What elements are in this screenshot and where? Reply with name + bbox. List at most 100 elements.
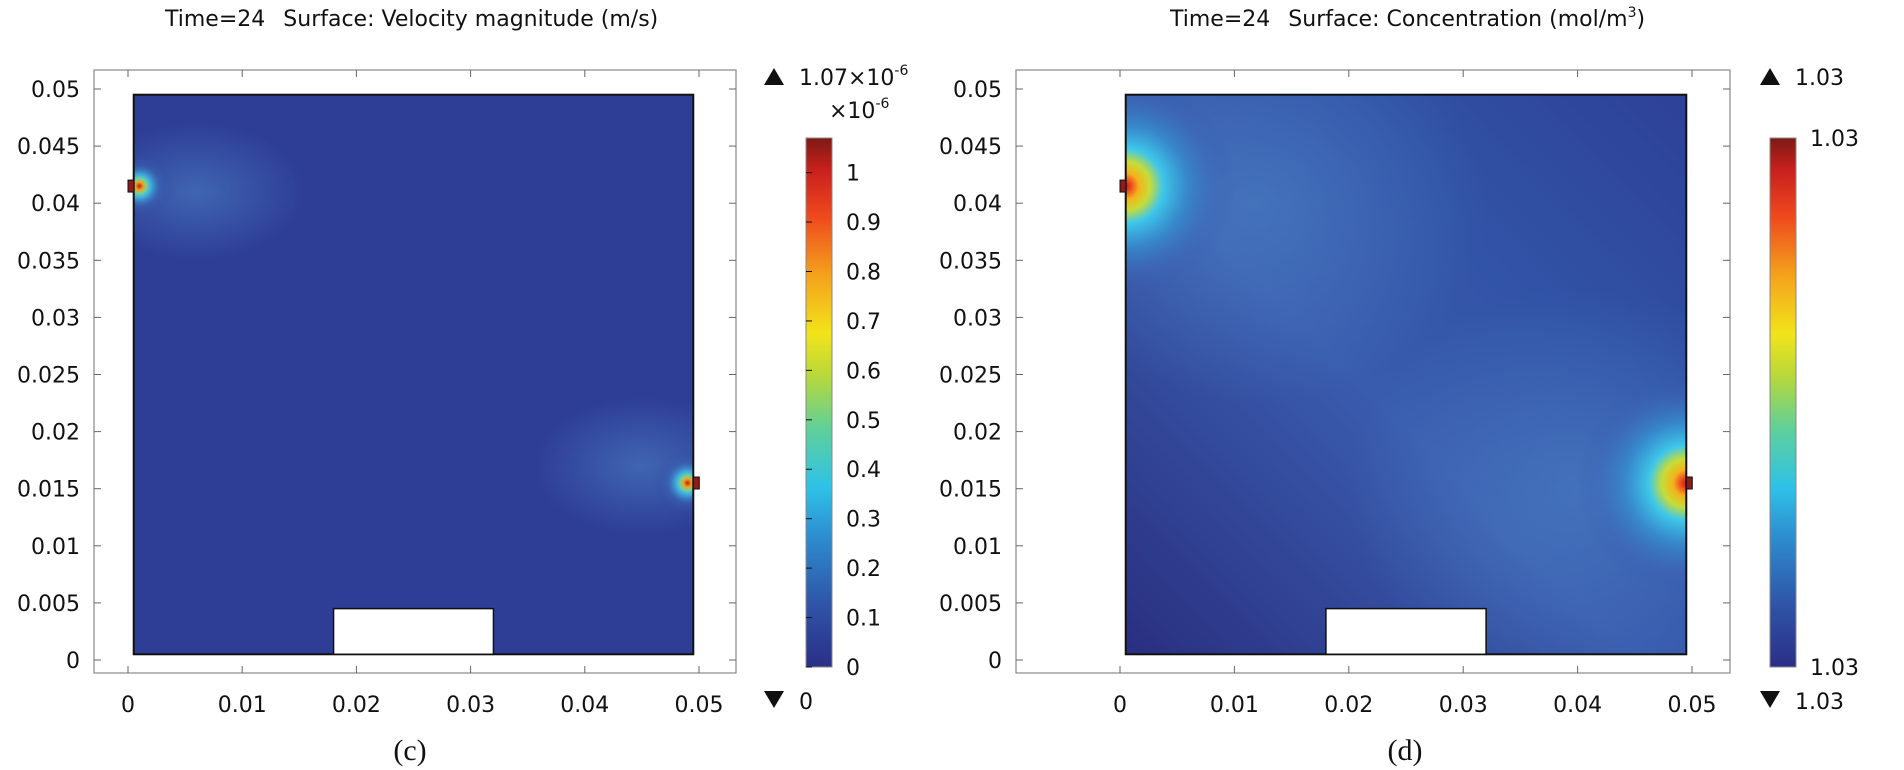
y-tick-label: 0.03 — [953, 306, 1002, 331]
flow-glow-inlet — [133, 121, 307, 262]
max-value: 1.07×10 — [799, 66, 894, 91]
hotspot-inlet — [133, 152, 174, 221]
panel-caption: (d) — [1388, 734, 1423, 767]
y-tick-label: 0.02 — [31, 421, 80, 446]
colorbar-gradient — [1769, 137, 1797, 668]
x-tick-label: 0.01 — [1210, 693, 1259, 718]
title-surface: Surface: Velocity magnitude (m/s) — [283, 7, 658, 32]
y-tick-label: 0.035 — [17, 249, 80, 274]
y-tick-label: 0.025 — [17, 364, 80, 389]
y-tick-label: 0.005 — [17, 592, 80, 617]
colorbar-max-label: 1.07×10-6 — [799, 63, 908, 91]
field — [133, 94, 694, 655]
x-tick-label: 0 — [121, 693, 135, 718]
max-triangle-icon — [764, 68, 784, 85]
panel-caption: (c) — [393, 734, 426, 767]
colorbar-min-label: 0 — [799, 690, 813, 715]
chart-title: Time=24 Surface: Concentration (mol/m3) — [1169, 5, 1645, 32]
hotspot-outlet — [653, 449, 694, 517]
x-tick-label: 0.05 — [1668, 693, 1717, 718]
title-surface: Surface: Concentration (mol/m — [1288, 7, 1627, 32]
colorbar-tick-label: 0.9 — [846, 211, 881, 236]
x-tick-label: 0.03 — [446, 693, 495, 718]
concentration-glow-inlet — [1125, 94, 1488, 404]
colorbar: 1.07×10-60×10-600.10.20.30.40.50.60.70.8… — [764, 63, 908, 715]
chart-title: Time=24 Surface: Velocity magnitude (m/s) — [164, 7, 658, 32]
colorbar-tick-label: 0.2 — [846, 557, 881, 582]
colorbar-max-label: 1.03 — [1795, 66, 1844, 91]
y-tick-label: 0.05 — [31, 78, 80, 103]
axes-frame — [1015, 69, 1731, 674]
concentration-glow-outlet — [1347, 288, 1687, 655]
port-outlet — [692, 476, 700, 490]
y-axis: 0 0.005 0.01 0.015 0.02 0.025 0.03 0.035 0.04 0.0… — [17, 78, 736, 674]
scale-base: ×10 — [829, 99, 875, 124]
y-tick-label: 0.015 — [17, 478, 80, 503]
panel-velocity: Time=24 Surface: Velocity magnitude (m/s)… — [17, 7, 908, 767]
colorbar-tick-label: 0.6 — [846, 359, 881, 384]
x-tick-label: 0.02 — [332, 693, 381, 718]
x-tick-label: 0 — [1113, 693, 1127, 718]
colorbar-min-label: 1.03 — [1795, 690, 1844, 715]
obstacle — [332, 607, 495, 656]
hotspot-outlet — [1576, 373, 1687, 593]
colorbar-tick-label: 0.5 — [846, 409, 881, 434]
title-surface-tail: ) — [1636, 7, 1645, 32]
axes-frame — [93, 69, 737, 674]
title-time: Time=24 — [164, 7, 265, 32]
colorbar-tick-label: 0.7 — [846, 310, 881, 335]
y-tick-label: 0.025 — [939, 364, 1002, 389]
colorbar-tick-label: 0.8 — [846, 260, 881, 285]
y-tick-label: 0.015 — [939, 478, 1002, 503]
max-triangle-icon — [1760, 68, 1780, 85]
y-tick-label: 0.005 — [939, 592, 1002, 617]
x-tick-label: 0.04 — [560, 693, 609, 718]
min-triangle-icon — [764, 691, 784, 708]
y-tick-label: 0.05 — [953, 78, 1002, 103]
max-exponent: -6 — [894, 63, 908, 79]
y-tick-label: 0.045 — [17, 135, 80, 160]
y-tick-label: 0.01 — [31, 535, 80, 560]
x-tick-label: 0.05 — [675, 693, 724, 718]
y-axis: 0 0.005 0.01 0.015 0.02 0.025 0.03 0.035 0.04 0.0… — [939, 78, 1730, 674]
colorbar: 1.03 1.03 1.03 1.03 — [1760, 66, 1859, 715]
y-tick-label: 0.04 — [31, 192, 80, 217]
colorbar-tick-label-top: 1.03 — [1810, 127, 1859, 152]
y-tick-label: 0 — [66, 649, 80, 674]
panel-concentration: Time=24 Surface: Concentration (mol/m3)0 0… — [939, 5, 1859, 767]
max-value: 1.03 — [1795, 66, 1844, 91]
y-tick-label: 0 — [988, 649, 1002, 674]
colorbar-tick-label: 1 — [846, 162, 860, 187]
port-inlet — [1119, 179, 1127, 193]
x-tick-label: 0.02 — [1324, 693, 1373, 718]
colorbar-tick-label-bottom: 1.03 — [1810, 656, 1859, 681]
port-outlet — [1685, 476, 1693, 490]
colorbar-scale-factor: ×10-6 — [829, 96, 889, 124]
scale-exponent: -6 — [875, 96, 889, 112]
field — [1125, 94, 1687, 655]
y-tick-label: 0.035 — [939, 249, 1002, 274]
x-tick-label: 0.03 — [1439, 693, 1488, 718]
min-triangle-icon — [1760, 691, 1780, 708]
obstacle — [1325, 607, 1487, 656]
colorbar-tick-label: 0.1 — [846, 607, 881, 632]
flow-glow-outlet — [531, 395, 694, 536]
y-tick-label: 0.03 — [31, 306, 80, 331]
y-tick-label: 0.02 — [953, 421, 1002, 446]
title-surface-exponent: 3 — [1628, 5, 1637, 21]
colorbar-gradient — [805, 137, 833, 668]
y-tick-label: 0.045 — [939, 135, 1002, 160]
x-tick-label: 0.04 — [1553, 693, 1602, 718]
hotspot-inlet — [1125, 94, 1236, 297]
x-axis: 0 0.01 0.02 0.03 0.04 0.05 — [1113, 70, 1716, 718]
colorbar-tick-label: 0.3 — [846, 508, 881, 533]
y-tick-label: 0.01 — [953, 535, 1002, 560]
title-time: Time=24 — [1169, 7, 1270, 32]
colorbar-tick-label: 0.4 — [846, 458, 881, 483]
port-inlet — [127, 179, 135, 193]
x-axis: 0 0.01 0.02 0.03 0.04 0.05 — [121, 70, 723, 718]
x-tick-label: 0.01 — [218, 693, 267, 718]
y-tick-label: 0.04 — [953, 192, 1002, 217]
colorbar-tick-label: 0 — [846, 656, 860, 681]
